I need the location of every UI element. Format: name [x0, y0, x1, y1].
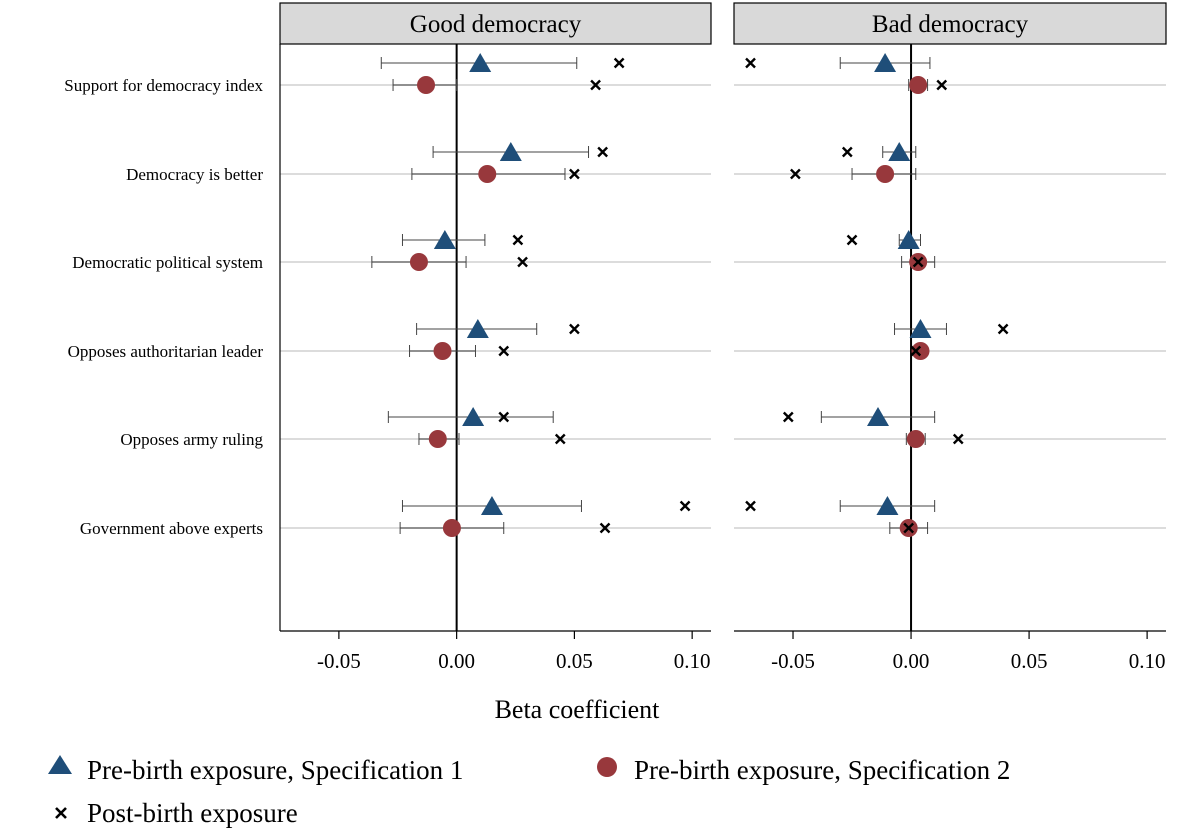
panel-good-democracy: Good democracy -0.05 0.00 0.05 0.10: [279, 2, 712, 673]
panel-title: Good democracy: [410, 11, 582, 38]
category-labels: Support for democracy index Democracy is …: [64, 76, 263, 538]
post-birth-point: [679, 500, 691, 512]
post-birth-point: [745, 57, 756, 69]
legend-triangle-marker: [48, 755, 72, 774]
spec1-point: [897, 230, 920, 249]
x-tick-label: 0.10: [1129, 649, 1166, 673]
legend-label-post: Post-birth exposure: [87, 798, 298, 828]
legend-item-spec2: Pre-birth exposure, Specification 2: [597, 755, 1010, 785]
spec1-point: [433, 230, 456, 249]
x-tick-label: 0.00: [438, 649, 475, 673]
category-label: Democracy is better: [126, 165, 263, 184]
post-birth-point: [597, 146, 609, 158]
post-birth-point: [841, 146, 853, 158]
spec2-point: [906, 430, 925, 448]
post-birth-point: [613, 57, 625, 69]
spec1-point: [867, 407, 889, 426]
spec1-point: [888, 142, 911, 161]
spec1-point: [876, 496, 899, 515]
post-birth-point: [846, 234, 858, 246]
x-tick-label: 0.00: [893, 649, 930, 673]
legend-item-spec1: Pre-birth exposure, Specification 1: [48, 755, 463, 785]
spec1-point: [480, 496, 503, 515]
panel-title: Bad democracy: [872, 11, 1029, 38]
x-tick-label: 0.05: [1011, 649, 1048, 673]
post-birth-point: [498, 345, 510, 357]
x-tick-label: 0.10: [674, 649, 711, 673]
legend-label-spec2: Pre-birth exposure, Specification 2: [634, 755, 1010, 785]
post-birth-point: [903, 522, 915, 534]
post-birth-point: [599, 522, 611, 534]
post-birth-point: [569, 323, 580, 335]
post-birth-point: [590, 79, 601, 91]
x-axis-title: Beta coefficient: [495, 695, 661, 724]
spec1-point: [466, 319, 489, 338]
post-birth-point: [936, 79, 948, 91]
spec1-point: [469, 53, 492, 72]
post-birth-point: [512, 234, 524, 246]
legend-x-marker: [55, 807, 67, 819]
category-label: Opposes authoritarian leader: [68, 342, 264, 361]
spec2-point: [911, 342, 930, 360]
panel-bad-democracy: Bad democracy -0.05 0.00 0.05 0.10: [733, 2, 1167, 673]
legend-label-spec1: Pre-birth exposure, Specification 1: [87, 755, 463, 785]
post-birth-point: [517, 256, 528, 268]
category-label: Support for democracy index: [64, 76, 263, 95]
x-tick-label: -0.05: [317, 649, 361, 673]
category-label: Opposes army ruling: [120, 430, 263, 449]
category-label: Government above experts: [80, 519, 263, 538]
legend-item-post: Post-birth exposure: [55, 798, 298, 828]
post-birth-point: [554, 433, 566, 445]
panel-header: [279, 2, 712, 45]
spec2-point: [433, 342, 452, 360]
spec1-point: [909, 319, 932, 338]
spec2-point: [428, 430, 447, 448]
spec2-point: [417, 76, 436, 94]
post-birth-point: [745, 500, 756, 512]
legend: Pre-birth exposure, Specification 1 Pre-…: [48, 755, 1010, 828]
legend-circle-marker: [597, 757, 617, 777]
spec2-point: [409, 253, 428, 271]
spec1-point: [874, 53, 897, 72]
post-birth-point: [790, 168, 801, 180]
post-birth-point: [782, 411, 794, 423]
spec2-point: [909, 76, 928, 94]
spec2-point: [876, 165, 895, 183]
post-birth-point: [912, 256, 924, 268]
post-birth-point: [498, 411, 510, 423]
post-birth-point: [997, 323, 1009, 335]
x-tick-label: -0.05: [771, 649, 815, 673]
spec1-point: [499, 142, 522, 161]
panel-header: [733, 2, 1167, 45]
spec1-point: [462, 407, 485, 426]
post-birth-point: [569, 168, 580, 180]
post-birth-point: [952, 433, 964, 445]
category-label: Democratic political system: [72, 253, 263, 272]
spec2-point: [442, 519, 461, 537]
x-tick-label: 0.05: [556, 649, 593, 673]
spec2-point: [478, 165, 497, 183]
post-birth-point: [910, 345, 922, 357]
